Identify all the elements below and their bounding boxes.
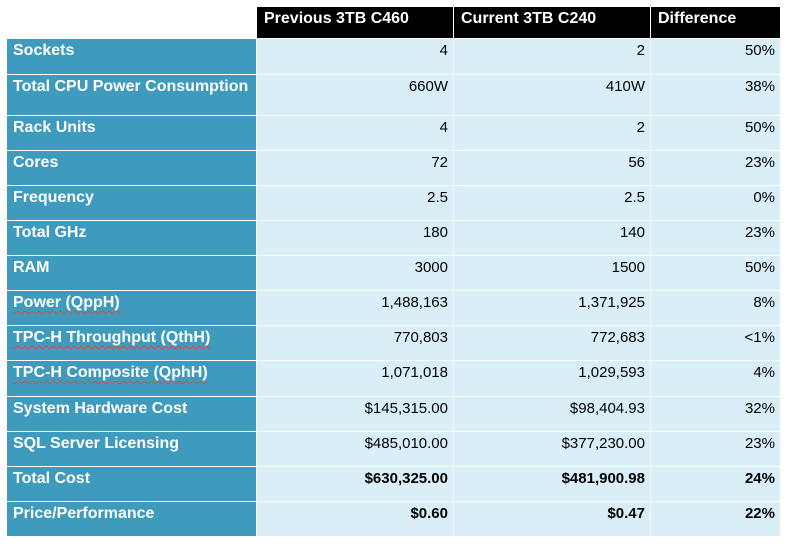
row-label-cpu-power: Total CPU Power Consumption: [6, 74, 257, 116]
cell-previous: $630,325.00: [256, 466, 454, 502]
cell-previous: 770,803: [256, 325, 454, 361]
header-current-c240: Current 3TB C240: [453, 6, 651, 39]
cell-current: $377,230.00: [453, 431, 651, 467]
cell-previous: 1,488,163: [256, 290, 454, 326]
row-label-throughput: TPC-H Throughput (QthH): [6, 325, 257, 361]
row-label-composite: TPC-H Composite (QphH): [6, 360, 257, 397]
cell-current: 2: [453, 38, 651, 75]
cell-previous: 2.5: [256, 185, 454, 221]
row-label-total-ghz: Total GHz: [6, 220, 257, 256]
cell-difference: 50%: [650, 255, 781, 291]
cell-previous: 4: [256, 115, 454, 151]
row-label-hardware-cost: System Hardware Cost: [6, 396, 257, 432]
cell-current: 2.5: [453, 185, 651, 221]
row-label-sockets: Sockets: [6, 38, 257, 75]
server-comparison-table: Previous 3TB C460 Current 3TB C240 Diffe…: [6, 6, 781, 537]
cell-previous: 4: [256, 38, 454, 75]
row-label-sql-licensing: SQL Server Licensing: [6, 431, 257, 467]
cell-previous: 1,071,018: [256, 360, 454, 397]
cell-current: 56: [453, 150, 651, 186]
cell-current: 772,683: [453, 325, 651, 361]
cell-difference: 50%: [650, 115, 781, 151]
table-row: System Hardware Cost $145,315.00 $98,404…: [6, 396, 781, 432]
table-row: SQL Server Licensing $485,010.00 $377,23…: [6, 431, 781, 467]
cell-difference: 32%: [650, 396, 781, 432]
table-row: Frequency 2.5 2.5 0%: [6, 185, 781, 221]
table-row: Total GHz 180 140 23%: [6, 220, 781, 256]
row-label-frequency: Frequency: [6, 185, 257, 221]
table-row: Cores 72 56 23%: [6, 150, 781, 186]
table-row: TPC-H Throughput (QthH) 770,803 772,683 …: [6, 325, 781, 361]
cell-difference: 24%: [650, 466, 781, 502]
cell-current: 1500: [453, 255, 651, 291]
cell-difference: 4%: [650, 360, 781, 397]
cell-current: $481,900.98: [453, 466, 651, 502]
row-label-text: Power (QppH): [13, 294, 120, 311]
cell-difference: 23%: [650, 150, 781, 186]
table-row: Total Cost $630,325.00 $481,900.98 24%: [6, 466, 781, 502]
cell-current: 2: [453, 115, 651, 151]
cell-difference: <1%: [650, 325, 781, 361]
table-row: RAM 3000 1500 50%: [6, 255, 781, 291]
cell-current: 1,371,925: [453, 290, 651, 326]
cell-current: $98,404.93: [453, 396, 651, 432]
header-difference: Difference: [650, 6, 781, 39]
comparison-table-wrapper: Previous 3TB C460 Current 3TB C240 Diffe…: [6, 6, 781, 537]
table-header-row: Previous 3TB C460 Current 3TB C240 Diffe…: [6, 6, 781, 39]
row-label-cores: Cores: [6, 150, 257, 186]
cell-previous: 3000: [256, 255, 454, 291]
cell-current: $0.47: [453, 501, 651, 537]
cell-current: 410W: [453, 74, 651, 116]
row-label-text: TPC-H Composite (QphH): [13, 364, 208, 381]
header-previous-c460: Previous 3TB C460: [256, 6, 454, 39]
cell-previous: $0.60: [256, 501, 454, 537]
row-label-rack-units: Rack Units: [6, 115, 257, 151]
cell-difference: 23%: [650, 220, 781, 256]
cell-previous: $145,315.00: [256, 396, 454, 432]
row-label-text: TPC-H Throughput (QthH): [13, 329, 211, 346]
cell-difference: 0%: [650, 185, 781, 221]
header-corner: [6, 6, 257, 39]
cell-current: 1,029,593: [453, 360, 651, 397]
row-label-power-qpph: Power (QppH): [6, 290, 257, 326]
cell-previous: 72: [256, 150, 454, 186]
cell-difference: 38%: [650, 74, 781, 116]
cell-previous: 180: [256, 220, 454, 256]
cell-difference: 50%: [650, 38, 781, 75]
table-row: Rack Units 4 2 50%: [6, 115, 781, 151]
table-row: TPC-H Composite (QphH) 1,071,018 1,029,5…: [6, 360, 781, 397]
row-label-price-performance: Price/Performance: [6, 501, 257, 537]
row-label-ram: RAM: [6, 255, 257, 291]
cell-previous: 660W: [256, 74, 454, 116]
cell-difference: 23%: [650, 431, 781, 467]
table-row: Price/Performance $0.60 $0.47 22%: [6, 501, 781, 537]
cell-previous: $485,010.00: [256, 431, 454, 467]
cell-difference: 22%: [650, 501, 781, 537]
cell-current: 140: [453, 220, 651, 256]
table-row: Sockets 4 2 50%: [6, 38, 781, 75]
row-label-total-cost: Total Cost: [6, 466, 257, 502]
table-row: Power (QppH) 1,488,163 1,371,925 8%: [6, 290, 781, 326]
cell-difference: 8%: [650, 290, 781, 326]
table-row: Total CPU Power Consumption 660W 410W 38…: [6, 74, 781, 116]
